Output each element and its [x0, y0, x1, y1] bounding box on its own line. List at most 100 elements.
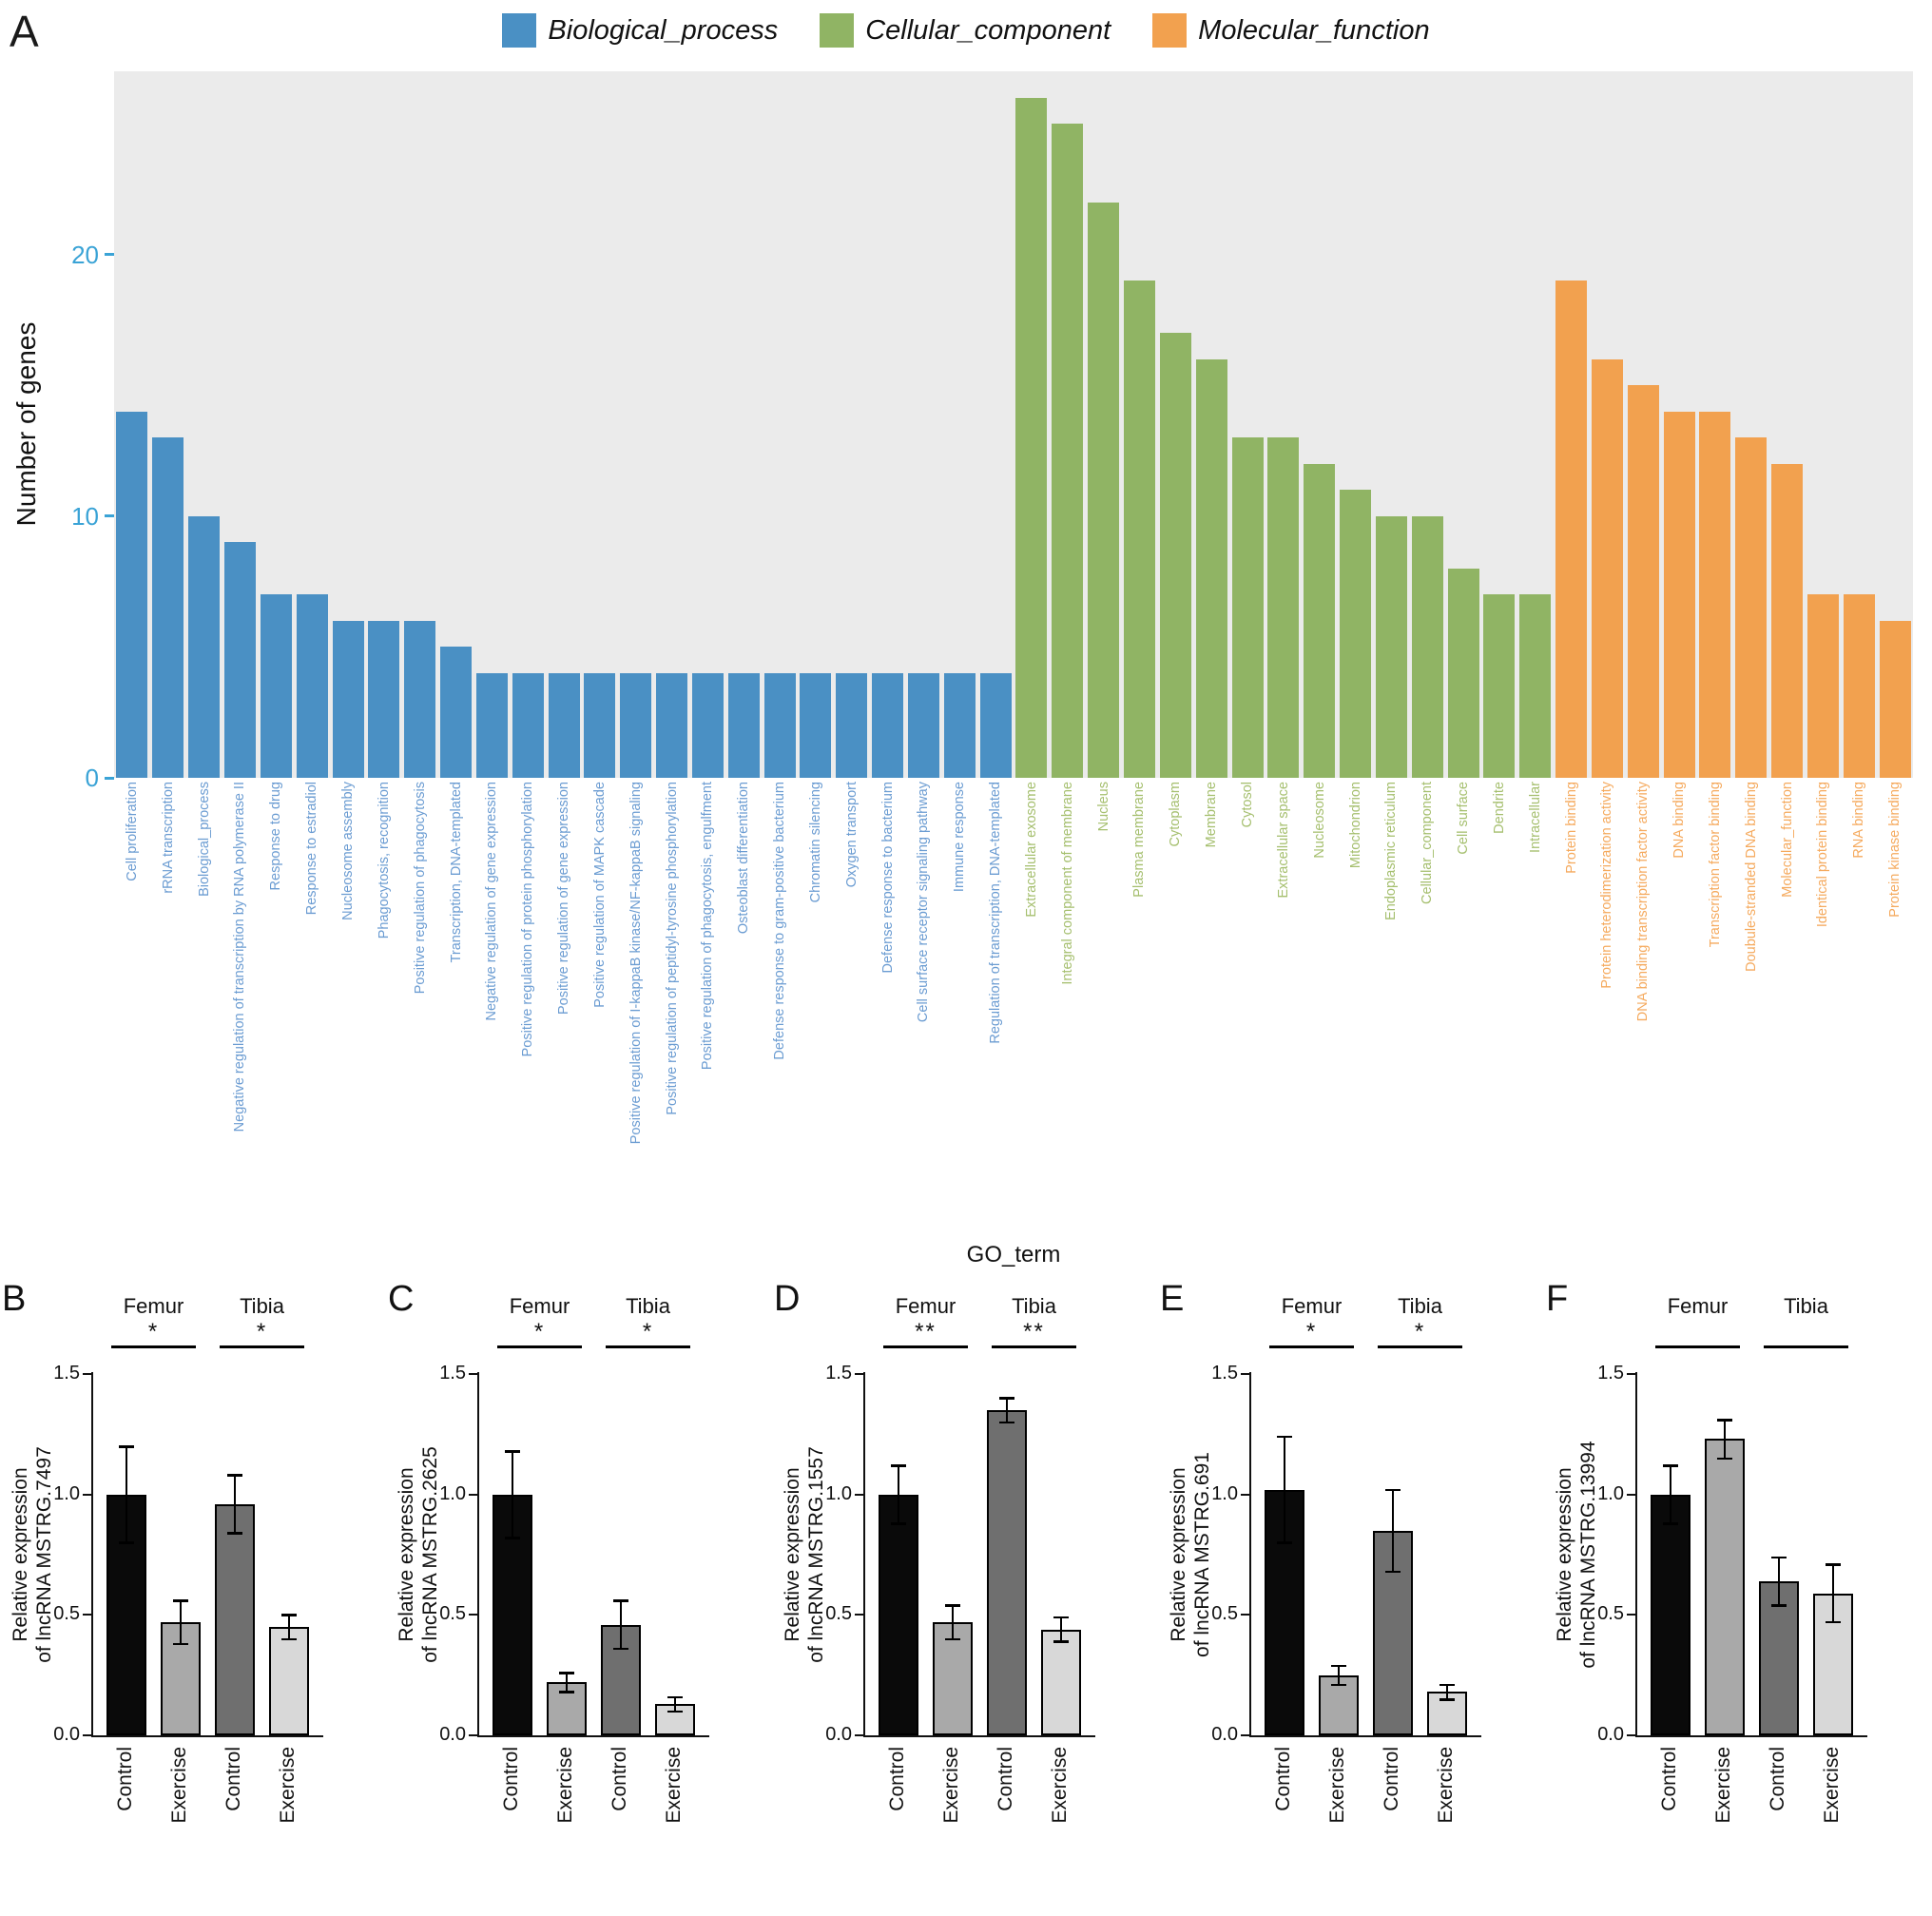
significance-stars: *: [1305, 1319, 1318, 1345]
go-x-label: Nucleus: [1095, 782, 1111, 832]
group-label-tibia: Tibia: [1784, 1294, 1828, 1318]
expression-panel-E: E Relative expression of lncRNA MSTRG.691 0…: [1158, 1279, 1544, 1916]
go-bar: [548, 672, 580, 778]
go-x-label: Positive regulation of I-kappaB kinase/N…: [628, 782, 644, 1145]
go-bar: [440, 647, 472, 778]
y-axis-title: Relative expression of lncRNA MSTRG.2625: [395, 1384, 442, 1726]
y-tick-label: 1.0: [53, 1482, 80, 1504]
error-bar-cap: [281, 1614, 297, 1616]
legend-label-cellular-component: Cellular_component: [865, 14, 1111, 46]
go-x-label: Mitochondrion: [1347, 782, 1363, 869]
error-bar-line: [898, 1465, 899, 1524]
error-bar-line: [512, 1451, 513, 1539]
go-y-tick-mark: [105, 514, 114, 518]
go-plot-area: [114, 71, 1913, 778]
go-bar: [152, 437, 184, 778]
panel-letter: B: [2, 1279, 27, 1319]
x-tick-label: Control: [1658, 1747, 1680, 1811]
error-bar-cap: [1331, 1683, 1346, 1687]
y-tick-label: 0.0: [53, 1724, 80, 1745]
error-bar-line: [952, 1605, 954, 1639]
go-x-label: Cell surface: [1456, 782, 1471, 855]
go-x-label: Plasma membrane: [1131, 782, 1148, 898]
error-bar-cap: [613, 1599, 628, 1602]
y-tick-label: 1.0: [1211, 1482, 1238, 1504]
bar-femur-exercise: [933, 1621, 973, 1735]
y-tick-mark: [1627, 1373, 1635, 1375]
error-bar-cap: [505, 1450, 520, 1453]
error-bar-cap: [1053, 1640, 1069, 1643]
go-x-label: Positive regulation of peptidyl-tyrosine…: [664, 782, 680, 1115]
go-x-label: Positive regulation of MAPK cascade: [591, 782, 608, 1008]
error-bar-cap: [1717, 1457, 1732, 1461]
legend-item-cellular-component: Cellular_component: [820, 13, 1111, 48]
x-tick-label: Control: [609, 1747, 630, 1811]
bar-tibia-control: [1759, 1580, 1799, 1735]
go-x-label: Response to drug: [268, 782, 284, 891]
y-tick-label: 0.0: [825, 1724, 852, 1745]
go-x-label: DNA binding: [1671, 782, 1687, 859]
go-bar: [1123, 281, 1155, 778]
go-bar: [1483, 594, 1516, 778]
legend-swatch-biological-process-icon: [502, 13, 537, 48]
error-bar-line: [1060, 1616, 1062, 1642]
y-tick-label: 0.0: [1211, 1724, 1238, 1745]
y-tick-label: 0.5: [1597, 1603, 1624, 1625]
x-axis-line: [91, 1735, 323, 1737]
y-axis-line: [1635, 1372, 1637, 1737]
error-bar-cap: [505, 1537, 520, 1539]
go-x-label: Identical protein binding: [1815, 782, 1831, 928]
y-axis-title-line: Relative expression: [1554, 1467, 1575, 1642]
y-tick-label: 1.5: [1597, 1363, 1624, 1384]
error-bar-cap: [1385, 1570, 1401, 1574]
go-x-label: Osteoblast differentiation: [736, 782, 752, 935]
error-bar-cap: [1439, 1683, 1455, 1687]
go-x-label: Intracellular: [1527, 782, 1543, 853]
significance-line: [497, 1345, 582, 1348]
error-bar-cap: [1385, 1488, 1401, 1492]
go-x-label: Cell surface receptor signaling pathway: [916, 782, 932, 1023]
y-tick-mark: [855, 1734, 863, 1736]
bar-femur-exercise: [547, 1682, 587, 1735]
y-tick-label: 1.5: [825, 1363, 852, 1384]
go-bar: [116, 411, 148, 778]
go-bar: [1843, 594, 1875, 778]
y-axis-title-line: of lncRNA MSTRG.7497: [33, 1446, 55, 1663]
y-axis-line: [477, 1372, 479, 1737]
go-bar: [1304, 463, 1336, 778]
error-bar-line: [620, 1600, 622, 1649]
go-bar: [1735, 437, 1768, 778]
go-x-label: Protein binding: [1563, 782, 1579, 874]
go-x-label: Transcription factor binding: [1707, 782, 1723, 948]
go-x-label: Extracellular exosome: [1023, 782, 1039, 918]
y-tick-mark: [469, 1734, 477, 1736]
y-tick-mark: [83, 1614, 91, 1616]
error-bar-cap: [1771, 1604, 1787, 1607]
y-axis-title-line: of lncRNA MSTRG.2625: [419, 1446, 441, 1663]
y-axis-title: Number of genes: [11, 321, 41, 527]
go-bar: [620, 672, 652, 778]
x-axis-line: [863, 1735, 1095, 1737]
go-x-label: Nucleosome assembly: [340, 782, 356, 920]
y-axis-title: Relative expression of lncRNA MSTRG.13994: [1553, 1384, 1600, 1726]
y-tick-mark: [1241, 1614, 1249, 1616]
group-label-femur: Femur: [1281, 1294, 1343, 1318]
go-bar: [223, 542, 256, 778]
error-bar-line: [674, 1696, 676, 1712]
y-axis-title-line: of lncRNA MSTRG.13994: [1577, 1441, 1599, 1669]
y-tick-mark: [1627, 1493, 1635, 1496]
go-bar: [1771, 463, 1804, 778]
error-bar-cap: [119, 1445, 134, 1448]
y-axis-line: [863, 1372, 865, 1737]
group-label-tibia: Tibia: [240, 1294, 284, 1318]
y-tick-mark: [855, 1493, 863, 1496]
panel-letter: E: [1160, 1279, 1185, 1319]
x-tick-label: Exercise: [554, 1747, 576, 1824]
y-tick-mark: [469, 1493, 477, 1496]
go-bar: [872, 672, 904, 778]
go-x-label: Oxygen transport: [843, 782, 860, 888]
go-x-label: Molecular_function: [1779, 782, 1795, 898]
go-bar: [1231, 437, 1264, 778]
significance-line: [606, 1345, 690, 1348]
